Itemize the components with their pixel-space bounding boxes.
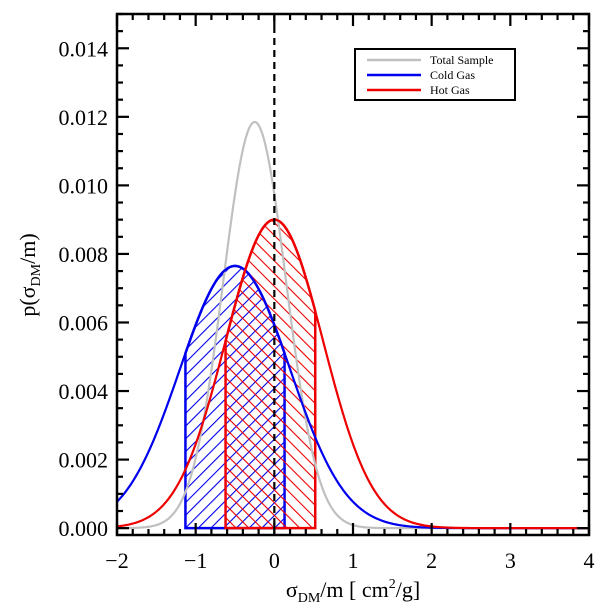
y-axis-title-prefix: p(σ xyxy=(15,286,40,316)
y-axis-title-suffix: /m) xyxy=(15,233,40,264)
y-tick-label: 0.006 xyxy=(59,310,109,335)
x-tick-label: 3 xyxy=(505,548,516,573)
x-axis-title-subscript: DM xyxy=(298,591,321,606)
x-axis-title-superscript: 2 xyxy=(389,577,396,592)
legend-label-cold-gas: Cold Gas xyxy=(430,68,475,82)
y-tick-label: 0.002 xyxy=(59,448,109,473)
x-tick-label: 0 xyxy=(269,548,280,573)
y-axis-title: p(σDM/m) xyxy=(15,233,44,316)
plot-area xyxy=(117,14,589,535)
legend-label-total-sample: Total Sample xyxy=(430,53,493,67)
x-tick-label: 4 xyxy=(584,548,595,573)
y-tick-label: 0.000 xyxy=(59,516,109,541)
plot-clip-group xyxy=(117,14,589,535)
x-tick-label: 2 xyxy=(426,548,437,573)
y-tick-label: 0.010 xyxy=(59,173,109,198)
x-axis-title-mid: /m [ cm xyxy=(320,577,388,602)
y-axis-title-subscript: DM xyxy=(29,263,44,286)
tick-marks xyxy=(115,12,591,535)
x-axis-title: σDM/m [ cm2/g] xyxy=(286,577,420,606)
x-tick-label: −2 xyxy=(105,548,128,573)
x-tick-label: −1 xyxy=(184,548,207,573)
y-tick-label: 0.004 xyxy=(59,379,109,404)
x-axis-title-end: /g] xyxy=(396,577,420,602)
x-tick-label: 1 xyxy=(348,548,359,573)
x-axis-title-symbol: σ xyxy=(286,577,298,602)
y-tick-label: 0.014 xyxy=(59,36,109,61)
y-tick-label: 0.008 xyxy=(59,242,109,267)
legend-label-hot-gas: Hot Gas xyxy=(430,83,470,97)
y-tick-label: 0.012 xyxy=(59,105,109,130)
tick-labels: −2 −1 0 1 2 3 4 0.000 0.002 0.004 0.006 0.008 0.010 0… xyxy=(59,36,595,573)
